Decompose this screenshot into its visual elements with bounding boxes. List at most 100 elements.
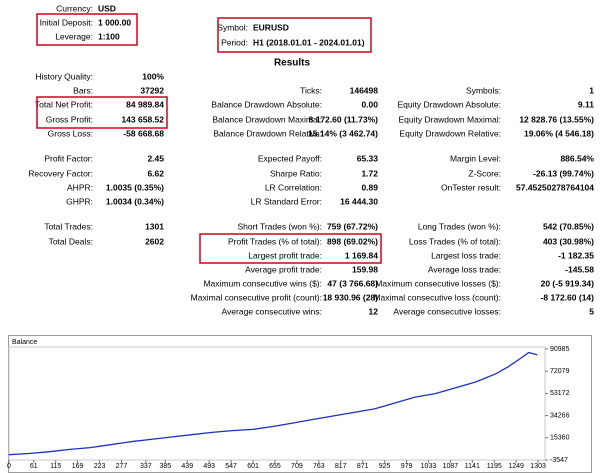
stat-label: Average loss trade: [428, 264, 501, 274]
stat-label: LR Standard Error: [251, 196, 322, 206]
stat-label: Balance Drawdown Absolute: [211, 99, 322, 109]
stat-label: Largest profit trade: [248, 250, 322, 260]
field-label: Currency: [56, 3, 93, 13]
highlight-box [36, 96, 168, 129]
x-tick-label: 1141 [465, 463, 480, 470]
plot-area [8, 346, 546, 461]
stat-value: 57.45250278764104 [516, 182, 594, 192]
stat-label: OnTester result: [441, 182, 501, 192]
stat-label: Maximal consecutive profit (count): [191, 292, 322, 302]
stat-value: 6.62 [147, 168, 164, 178]
stat-value: 65.33 [357, 153, 379, 163]
x-tick-label: 655 [269, 463, 281, 470]
stat-value: 100% [142, 71, 164, 81]
field-value: 1:100 [98, 31, 120, 41]
stat-value: 15.14% (3 462.74) [308, 128, 378, 138]
highlight-box [217, 17, 372, 53]
stat-value: 1 169.84 [345, 250, 378, 260]
field-label: Initial Deposit: [40, 17, 93, 27]
y-tick-label: 53172 [550, 390, 570, 397]
stat-label: Symbols: [466, 85, 501, 95]
x-tick-label: 709 [291, 463, 303, 470]
stat-label: AHPR: [67, 182, 93, 192]
stat-label: Ticks: [300, 85, 322, 95]
y-tick-label: -3547 [550, 457, 568, 464]
stat-label: Long Trades (won %): [418, 221, 501, 231]
x-tick-label: 1195 [487, 463, 502, 470]
stat-value: 19.06% (4 546.18) [524, 128, 594, 138]
x-tick-label: 763 [313, 463, 325, 470]
stat-label: GHPR: [66, 196, 93, 206]
stat-label: Gross Loss: [48, 128, 93, 138]
x-tick-label: 115 [50, 463, 61, 470]
stat-label: Recovery Factor: [28, 168, 93, 178]
stat-value: 20 (-5 919.34) [541, 278, 595, 288]
stat-value: 9.11 [578, 99, 594, 109]
x-tick-label: 223 [94, 463, 106, 470]
stat-label: Equity Drawdown Maximal: [398, 114, 501, 124]
x-tick-label: 1249 [508, 463, 524, 470]
highlight-box [199, 233, 382, 264]
field-value: USD [98, 3, 116, 13]
stat-value: 12 828.76 (13.55%) [519, 114, 594, 124]
stat-value: 403 (30.98%) [543, 236, 594, 246]
stat-value: 16 444.30 [340, 196, 378, 206]
y-tick-label: 90985 [550, 346, 570, 353]
stat-label: Gross Profit: [46, 114, 93, 124]
x-tick-label: 1087 [443, 463, 459, 470]
x-tick-label: 925 [379, 463, 391, 470]
stat-value: 8 172.60 (11.73%) [309, 114, 379, 124]
y-tick-label: 15360 [550, 435, 570, 442]
stat-label: Total Net Profit: [35, 99, 93, 109]
field-label: Leverage: [55, 31, 93, 41]
stat-value: 159.98 [352, 264, 378, 274]
stat-value: 143 658.52 [121, 114, 164, 124]
x-tick-label: 601 [247, 463, 259, 470]
stat-value: 2602 [145, 236, 164, 246]
stat-label: Z-Score: [468, 168, 501, 178]
stat-value: 5 [589, 306, 594, 316]
stat-label: Bars: [73, 85, 93, 95]
stat-value: 2.45 [147, 153, 164, 163]
stat-label: Maximal consecutive loss (count): [373, 292, 501, 302]
stat-label: Equity Drawdown Absolute: [398, 99, 501, 109]
field-label: Period: [221, 37, 248, 47]
x-tick-label: 61 [30, 463, 38, 470]
stat-value: 759 (67.72%) [327, 221, 378, 231]
stat-value: 37292 [140, 85, 164, 95]
stat-value: 886.54% [560, 153, 594, 163]
y-tick-label: 72079 [550, 368, 570, 375]
x-tick-label: 493 [203, 463, 215, 470]
stat-value: 1 [589, 85, 594, 95]
x-tick-label: 871 [357, 463, 369, 470]
x-tick-label: 1303 [530, 463, 546, 470]
stat-value: -1 182.35 [558, 250, 594, 260]
stat-value: -58 668.68 [123, 128, 164, 138]
stat-value: 84 989.84 [126, 99, 164, 109]
stat-label: Average consecutive losses: [393, 306, 501, 316]
x-tick-label: 439 [181, 463, 193, 470]
stat-label: Loss Trades (% of total): [409, 236, 501, 246]
y-tick-label: 34266 [550, 412, 570, 419]
stat-label: Maximum consecutive losses ($): [375, 278, 501, 288]
stat-value: 1.0034 (0.34%) [106, 196, 164, 206]
chart-title: Balance [12, 339, 37, 346]
field-value: H1 (2018.01.01 - 2024.01.01) [253, 37, 365, 47]
stat-label: Short Trades (won %): [237, 221, 322, 231]
stat-label: Largest loss trade: [431, 250, 501, 260]
stat-label: LR Correlation: [265, 182, 322, 192]
x-tick-label: 0 [7, 463, 11, 470]
stat-label: Average profit trade: [245, 264, 322, 274]
stat-label: Balance Drawdown Relative: [213, 128, 322, 138]
x-tick-label: 817 [335, 463, 347, 470]
stat-label: History Quality: [35, 71, 93, 81]
x-tick-label: 169 [72, 463, 84, 470]
stat-value: 1301 [145, 221, 164, 231]
stat-label: Maximum consecutive wins ($): [203, 278, 322, 288]
stat-label: Profit Factor: [44, 153, 93, 163]
stat-value: -145.58 [565, 264, 594, 274]
stat-value: 0.89 [361, 182, 378, 192]
stat-value: 18 930.96 (28) [323, 292, 378, 302]
